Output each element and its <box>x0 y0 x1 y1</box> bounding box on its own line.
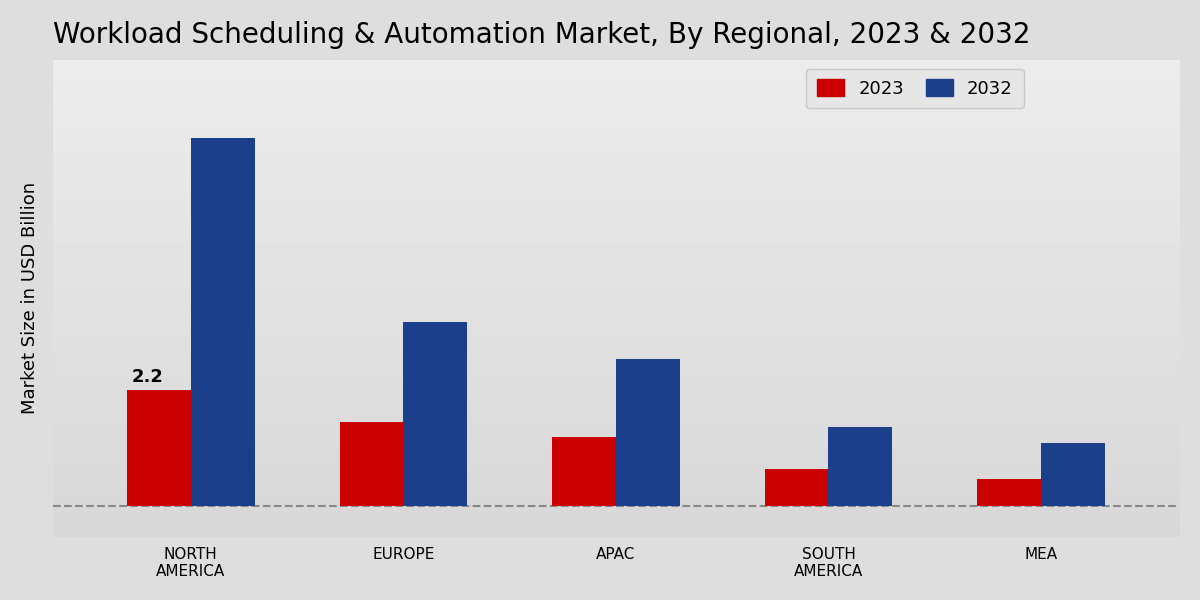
Bar <box>403 322 467 506</box>
Y-axis label: Market Size in USD Billion: Market Size in USD Billion <box>20 182 38 415</box>
Bar <box>191 138 254 506</box>
Bar <box>127 390 191 506</box>
Bar <box>552 437 616 506</box>
Bar <box>1042 443 1105 506</box>
Bar <box>977 479 1042 506</box>
Legend: 2023, 2032: 2023, 2032 <box>806 68 1024 109</box>
Bar <box>340 422 403 506</box>
Bar <box>764 469 828 506</box>
Text: 2.2: 2.2 <box>131 368 163 386</box>
Bar <box>828 427 893 506</box>
Bar <box>616 359 679 506</box>
Text: Workload Scheduling & Automation Market, By Regional, 2023 & 2032: Workload Scheduling & Automation Market,… <box>53 21 1031 49</box>
